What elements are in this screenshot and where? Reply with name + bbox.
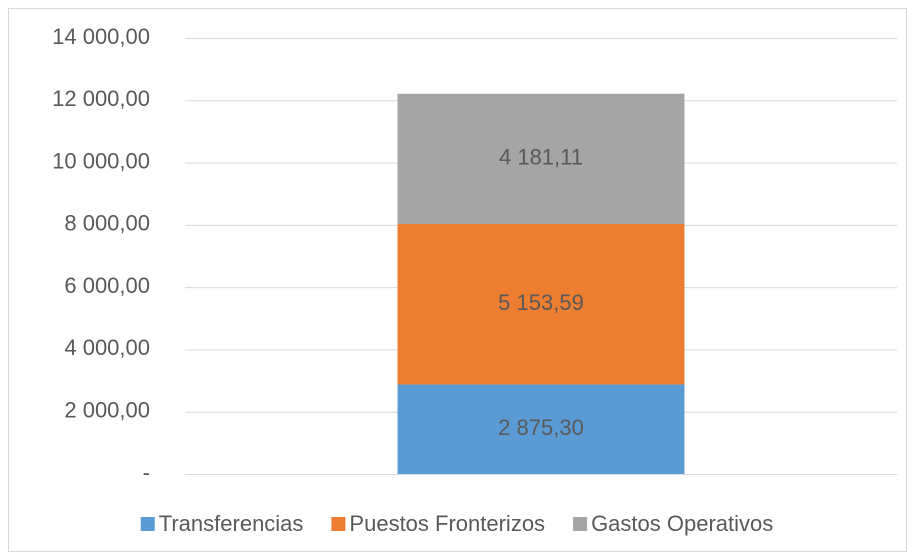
legend-swatch xyxy=(140,517,155,531)
bar-segment xyxy=(397,93,685,224)
y-tick-label: 6 000,00 xyxy=(64,273,150,298)
legend-label: Gastos Operativos xyxy=(591,511,773,536)
y-tick-label: 2 000,00 xyxy=(64,398,150,423)
y-tick-label: 10 000,00 xyxy=(52,148,150,173)
legend-label: Transferencias xyxy=(159,511,304,536)
legend-swatch xyxy=(573,517,588,531)
data-label: 2 875,30 xyxy=(498,415,584,440)
y-tick-label: 14 000,00 xyxy=(52,24,150,49)
y-tick-label: 4 000,00 xyxy=(64,335,150,360)
data-label: 4 181,11 xyxy=(499,145,583,170)
legend-label: Puestos Fronterizos xyxy=(349,511,545,536)
y-tick-label: - xyxy=(143,460,150,485)
y-tick-label: 8 000,00 xyxy=(64,211,150,236)
legend-swatch xyxy=(331,517,346,531)
y-tick-label: 12 000,00 xyxy=(52,86,150,111)
data-label: 5 153,59 xyxy=(498,290,584,315)
bar-segment xyxy=(397,223,685,385)
bar-segment xyxy=(397,384,685,474)
